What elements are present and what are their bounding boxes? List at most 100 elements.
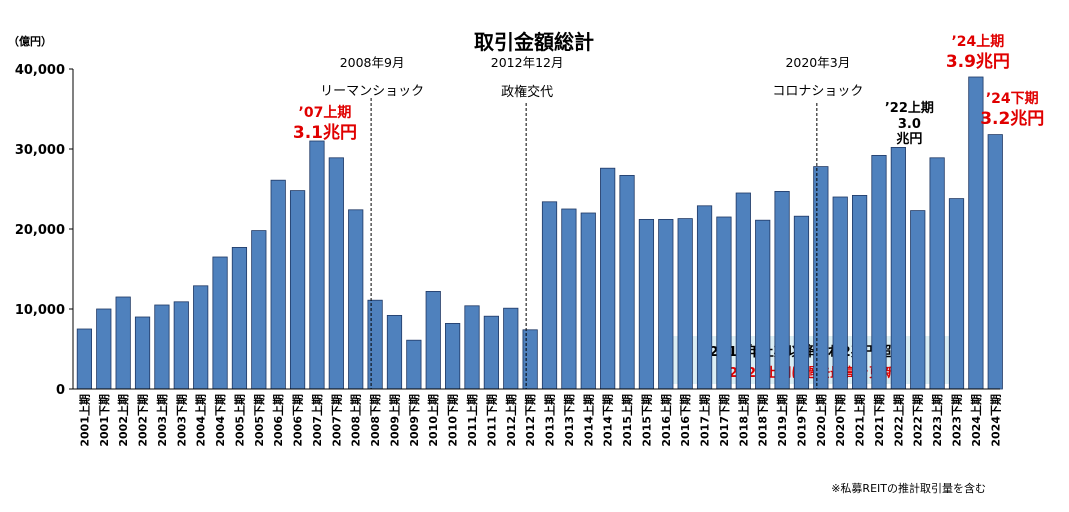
x-tick-label-38: 2020上期 (814, 394, 828, 447)
x-tick-label-30: 2016上期 (659, 394, 673, 447)
bar-24 (541, 201, 558, 390)
y-axis-unit: （億円） (8, 34, 52, 48)
x-tick-label-10: 2006上期 (271, 394, 285, 447)
x-tick-label-7: 2004下期 (213, 394, 227, 447)
x-tick-label-9: 2005下期 (252, 394, 266, 447)
x-tick-label-33: 2017下期 (717, 394, 731, 447)
x-tick-label-23: 2012下期 (523, 394, 537, 447)
x-tick-label-8: 2005上期 (232, 394, 246, 447)
x-tick-label-15: 2008下期 (368, 394, 382, 447)
x-tick-label-28: 2015上期 (620, 394, 634, 447)
x-tick-label-11: 2006下期 (291, 394, 305, 447)
bar-12 (309, 140, 325, 390)
event-date-1: 2012年12月 (491, 55, 564, 70)
x-tick-label-44: 2023上期 (930, 394, 944, 447)
event-date-0: 2008年9月 (340, 55, 405, 70)
x-tick-label-13: 2007下期 (329, 394, 343, 447)
bar-31 (677, 218, 693, 390)
x-tick-label-32: 2017上期 (698, 394, 712, 447)
x-tick-label-20: 2011上期 (465, 394, 479, 447)
bar-30 (658, 218, 674, 390)
x-tick-label-40: 2021上期 (853, 394, 867, 447)
y-tick-label-2: 20,000 (15, 223, 65, 238)
x-tick-label-5: 2003下期 (174, 394, 188, 447)
bar-14 (348, 209, 364, 390)
annotation-0-line-2: 3.1兆円 (293, 123, 357, 143)
bar-41 (871, 154, 887, 390)
bar-38 (813, 166, 829, 390)
x-tick-label-45: 2023下期 (950, 394, 964, 447)
bar-5 (173, 301, 189, 390)
annotation-1-line-1: ’22上期 (885, 101, 934, 116)
x-tick-label-25: 2013下期 (562, 394, 576, 447)
annotation-1-line-2: 3.0 (898, 117, 921, 132)
bar-27 (600, 167, 616, 390)
x-tick-label-14: 2008上期 (349, 394, 363, 447)
x-tick-label-35: 2018下期 (756, 394, 770, 447)
x-tick-label-31: 2016下期 (678, 394, 692, 447)
x-tick-label-2: 2002上期 (116, 394, 130, 447)
x-tick-label-26: 2014上期 (581, 394, 595, 447)
bar-6 (193, 285, 209, 390)
bar-13 (328, 157, 344, 390)
event-label-0: リーマンショック (320, 84, 424, 99)
footnote: ※私募REITの推計取引量を含む (831, 481, 986, 495)
x-tick-label-0: 2001上期 (77, 394, 91, 447)
annotation-0-line-1: ’07上期 (299, 105, 352, 121)
bar-15 (367, 299, 383, 390)
bar-43 (910, 210, 926, 390)
bar-22 (503, 307, 519, 390)
bar-40 (852, 194, 868, 390)
bar-8 (231, 246, 248, 390)
bar-18 (425, 290, 441, 390)
annotation-3-line-2: 3.2兆円 (980, 109, 1044, 129)
x-tick-label-6: 2004上期 (194, 394, 208, 447)
x-tick-label-22: 2012上期 (504, 394, 518, 447)
bar-42 (890, 146, 906, 390)
bar-0 (76, 328, 92, 390)
annotation-2-line-1: ’24上期 (951, 34, 1004, 50)
bar-36 (774, 190, 790, 390)
x-tick-label-21: 2011下期 (484, 394, 498, 447)
bar-20 (464, 305, 480, 390)
axes: 0 10,000 20,000 30,000 40,000 2001上期 2001下期 200… (15, 63, 1002, 447)
bars (76, 76, 1003, 390)
bar-21 (483, 315, 499, 390)
x-tick-label-37: 2019下期 (794, 394, 808, 447)
x-tick-label-27: 2014下期 (601, 394, 615, 447)
x-tick-label-47: 2024下期 (988, 394, 1002, 447)
annotation-1-line-3: 兆円 (896, 131, 922, 147)
bar-35 (755, 219, 771, 390)
x-tick-label-24: 2013上期 (543, 394, 557, 447)
bar-23 (522, 329, 538, 390)
bar-47 (987, 134, 1003, 390)
x-tick-label-39: 2020下期 (833, 394, 847, 447)
x-tick-label-3: 2002下期 (136, 394, 150, 447)
x-tick-label-46: 2024上期 (969, 394, 983, 447)
x-tick-label-19: 2010下期 (446, 394, 460, 447)
x-tick-label-4: 2003上期 (155, 394, 169, 447)
annotation-2-line-2: 3.9兆円 (946, 52, 1010, 72)
x-tick-label-29: 2015下期 (639, 394, 653, 447)
x-tick-label-18: 2010上期 (426, 394, 440, 447)
annotation-3-line-1: ’24下期 (986, 91, 1039, 107)
bar-17 (406, 339, 422, 390)
event-label-2: コロナショック (772, 84, 863, 99)
bar-33 (716, 216, 732, 390)
bar-28 (619, 174, 635, 390)
y-tick-label-0: 0 (56, 383, 65, 398)
bar-10 (270, 179, 286, 390)
x-tick-label-12: 2007上期 (310, 394, 324, 447)
bar-34 (735, 192, 751, 390)
note-line-2: 2024上期に過去最高を更新 (729, 365, 895, 381)
x-tick-label-16: 2009上期 (387, 394, 401, 447)
bar-26 (580, 212, 596, 390)
x-tick-label-1: 2001下期 (97, 394, 111, 447)
bar-37 (793, 215, 810, 390)
x-tick-label-36: 2019上期 (775, 394, 789, 447)
bar-11 (289, 190, 306, 390)
bar-44 (929, 157, 945, 390)
